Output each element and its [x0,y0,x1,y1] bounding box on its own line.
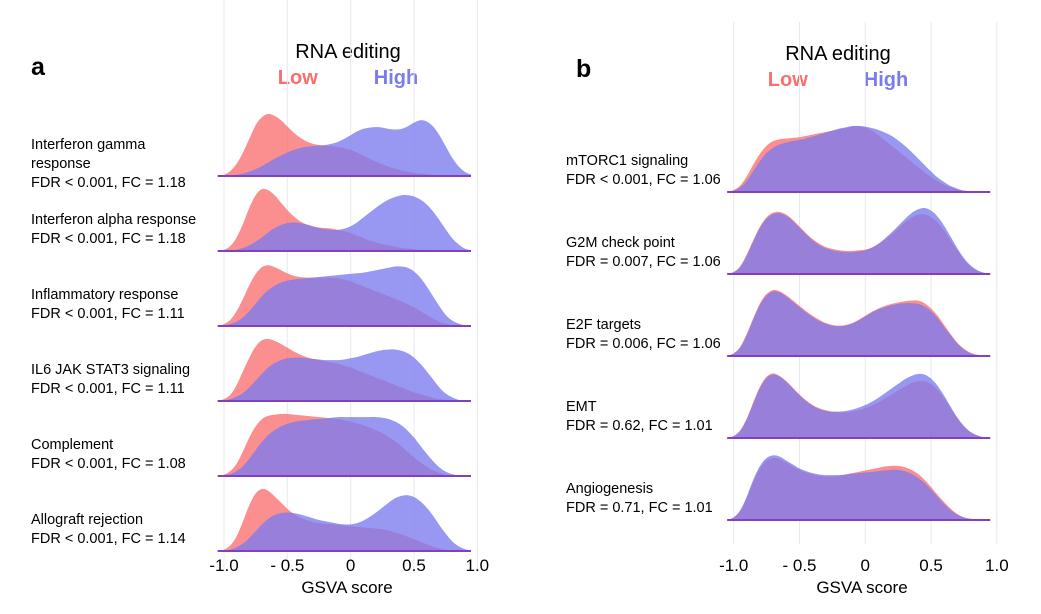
ridge-label: G2M check point FDR = 0.007, FC = 1.06 [566,234,726,272]
ridge-label-stat: FDR = 0.71, FC = 1.01 [566,500,713,516]
ridge-label-name: Complement [31,437,114,453]
legend-key-high: High [373,67,419,89]
ridge-label-name: E2F targets [566,317,641,333]
x-tick-label: - 0.5 [270,556,305,575]
density-area-high [217,120,471,177]
ridge-label-name: Inflammatory response [31,287,179,303]
ridge-row [217,188,471,252]
ridge-label-stat: FDR = 0.006, FC = 1.06 [566,336,721,352]
ridge-label: Inflammatory response FDR < 0.001, FC = 1… [31,286,201,324]
legend-title: RNA editing [785,43,891,65]
ridge-row [727,373,991,439]
legend-key-low: Low [277,67,318,89]
density-area-high [217,349,471,401]
panel-a-letter: a [31,53,45,81]
x-axis-title: GSVA score [301,578,393,597]
ridge-row [727,289,991,357]
ridge-label-stat: FDR < 0.001, FC = 1.11 [31,306,185,322]
ridgeline-chart [217,0,478,572]
x-tick-label: 1.0 [985,556,1009,575]
ridge-row [727,125,991,193]
x-tick-label: 0.5 [919,556,943,575]
density-area-high [217,495,471,551]
ridge-label-name: Interferon gamma response [31,137,146,172]
density-area-high [727,207,991,274]
ridge-row [217,265,471,327]
ridge-label: Complement FDR < 0.001, FC = 1.08 [31,436,201,474]
panel-b-letter: b [576,55,592,83]
x-tick-label: -1.0 [719,556,749,575]
x-tick-label: 0 [345,556,356,575]
ridgeline-chart [727,22,998,544]
x-tick-label: - 0.5 [782,556,817,575]
panel-b-plot: mTORC1 signaling FDR < 0.001, FC = 1.06 G2… [540,22,1041,556]
panel-b: b RNA editing Low High mTORC1 signaling F… [540,0,1041,614]
ridge-label-name: Angiogenesis [566,481,654,497]
density-area-high [727,125,991,193]
ridge-label: E2F targets FDR = 0.006, FC = 1.06 [566,316,726,354]
density-area-high [727,291,991,357]
legend-title: RNA editing [295,41,401,63]
ridge-row [727,207,991,275]
ridge-label-name: G2M check point [566,235,675,251]
ridge-label-stat: FDR = 0.62, FC = 1.01 [566,418,713,434]
ridge-row [727,455,991,521]
panel-b-legend: RNA editing Low High [695,42,981,92]
ridge-row [217,413,471,477]
legend-key-low: Low [767,69,808,91]
panel-a-legend: RNA editing Low High [205,40,491,90]
density-area-high [217,417,471,477]
ridge-label-stat: FDR < 0.001, FC = 1.08 [31,456,186,472]
ridge-label: Allograft rejection FDR < 0.001, FC = 1.1… [31,511,201,549]
panel-a: a RNA editing Low High Interferon gamma … [0,0,540,597]
legend-key-high: High [863,69,909,91]
density-area-high [217,195,471,252]
ridge-row [217,488,471,552]
ridge-label-stat: FDR = 0.007, FC = 1.06 [566,254,721,270]
x-tick-label: 0.5 [402,556,426,575]
ridge-label-name: mTORC1 signaling [566,153,689,169]
ridge-label: IL6 JAK STAT3 signaling FDR < 0.001, FC =… [31,361,201,399]
legend-keys: Low High [205,66,491,90]
ridge-label-name: IL6 JAK STAT3 signaling [31,362,191,378]
ridge-label: EMT FDR = 0.62, FC = 1.01 [566,398,726,436]
ridge-label-stat: FDR < 0.001, FC = 1.06 [566,172,721,188]
ridge-label: Interferon alpha response FDR < 0.001, FC… [31,211,201,249]
legend-keys: Low High [695,68,981,92]
x-axis-title: GSVA score [816,578,908,597]
density-area-high [727,373,991,438]
ridge-row [217,338,471,402]
ridge-label-stat: FDR < 0.001, FC = 1.18 [31,175,186,191]
ridge-label-stat: FDR < 0.001, FC = 1.18 [31,231,186,247]
ridge-label-name: EMT [566,399,597,415]
ridge-label-name: Interferon alpha response [31,212,197,228]
x-tick-label: -1.0 [209,556,239,575]
ridge-label: Interferon gamma response FDR < 0.001, FC… [31,136,201,193]
ridge-label-name: Allograft rejection [31,512,144,528]
ridge-label: mTORC1 signaling FDR < 0.001, FC = 1.06 [566,152,726,190]
x-tick-label: 0 [860,556,871,575]
x-tick-label: 1.0 [465,556,490,575]
ridge-label-stat: FDR < 0.001, FC = 1.11 [31,381,185,397]
ridge-row [217,113,471,177]
ridge-label-stat: FDR < 0.001, FC = 1.14 [31,531,186,547]
density-area-high [727,455,991,521]
panel-a-plot: Interferon gamma response FDR < 0.001, FC… [0,0,540,572]
ridge-label: Angiogenesis FDR = 0.71, FC = 1.01 [566,480,726,518]
density-area-high [217,266,471,326]
